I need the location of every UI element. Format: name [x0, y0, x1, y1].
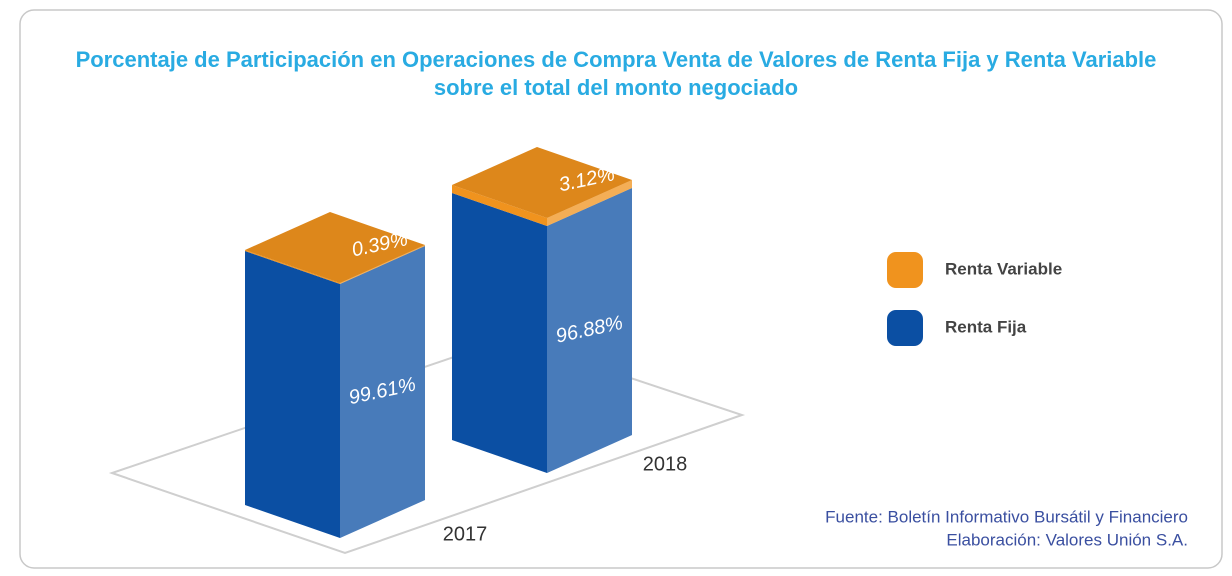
- legend-swatch: [887, 310, 923, 346]
- legend-label: Renta Variable: [945, 259, 1062, 278]
- bar-top: [245, 212, 425, 283]
- bar-side: [547, 180, 632, 226]
- bar-side-shade: [547, 187, 632, 473]
- bar-front: [245, 250, 340, 538]
- bar-top-shade: [452, 147, 632, 218]
- bar-top: [452, 147, 632, 218]
- bar-segment: [452, 187, 632, 473]
- x-tick-label: 2017: [443, 523, 488, 545]
- bar-segment: [452, 147, 632, 226]
- x-tick-label: 2018: [643, 453, 688, 475]
- bar-side-shade: [340, 245, 425, 284]
- note: Fuente: Boletín Informativo Bursátil y F…: [825, 507, 1188, 526]
- bar-segment: [245, 212, 425, 284]
- legend-label: Renta Fija: [945, 317, 1027, 336]
- legend-swatch: [887, 252, 923, 288]
- note: Elaboración: Valores Unión S.A.: [946, 530, 1188, 549]
- bar-side-shade: [547, 180, 632, 226]
- bar-segment: [245, 245, 425, 538]
- bar-side: [340, 245, 425, 284]
- bar-front: [452, 185, 547, 226]
- bar-side-shade: [340, 245, 425, 538]
- bar-top-shade: [245, 212, 425, 283]
- bar-front: [245, 250, 340, 284]
- bar-side: [340, 245, 425, 538]
- chart-title: Porcentaje de Participación en Operacion…: [75, 47, 1157, 100]
- bar-side: [547, 187, 632, 473]
- bar-front: [452, 192, 547, 473]
